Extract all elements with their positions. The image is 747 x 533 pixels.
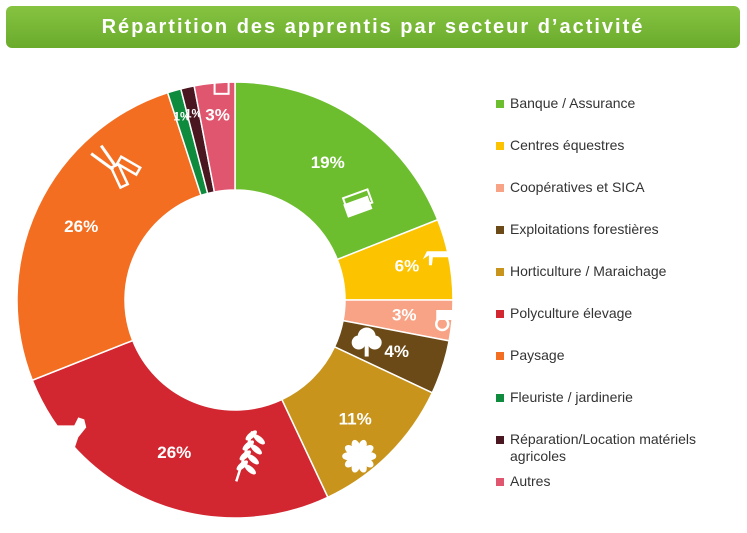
- legend-label: Autres: [510, 473, 551, 489]
- legend-swatch: [496, 100, 504, 108]
- legend-label: Coopératives et SICA: [510, 179, 645, 195]
- legend-label: Polyculture élevage: [510, 305, 633, 321]
- legend-item: Autres: [496, 473, 550, 490]
- legend-item: Coopératives et SICA: [496, 179, 645, 196]
- legend-swatch: [496, 184, 504, 192]
- legend-label: Fleuriste / jardinerie: [510, 389, 633, 405]
- slice-label-3: 4%: [384, 342, 409, 361]
- slice-0: [234, 81, 439, 261]
- tree-icon: [351, 327, 382, 357]
- legend-label: Horticulture / Maraichage: [510, 263, 667, 279]
- slice-label-5: 26%: [157, 443, 191, 462]
- slice-label-1: 6%: [395, 257, 420, 276]
- legend-swatch: [496, 142, 504, 150]
- chart-title: Répartition des apprentis par secteur d’…: [101, 15, 645, 38]
- legend-item: Exploitations forestières: [496, 221, 659, 238]
- cow-wheat-icon: [38, 417, 265, 482]
- legend-item: Polyculture élevage: [496, 305, 632, 322]
- slice-label-9: 3%: [205, 105, 230, 124]
- slice-label-6: 26%: [64, 217, 98, 236]
- legend-item: Paysage: [496, 347, 564, 364]
- horse-icon: [422, 239, 461, 266]
- legend-label: Réparation/Location matériels agricoles: [510, 431, 696, 464]
- slice-label-0: 19%: [311, 153, 345, 172]
- trash-can-icon: [211, 71, 232, 95]
- legend-item: Banque / Assurance: [496, 95, 635, 112]
- legend-swatch: [496, 226, 504, 234]
- tractor-icon: [434, 309, 464, 332]
- legend-label: Banque / Assurance: [510, 95, 636, 111]
- title-banner: Répartition des apprentis par secteur d’…: [6, 6, 740, 48]
- flower-icon: [342, 439, 377, 473]
- slice-9: [193, 81, 236, 193]
- legend-swatch: [496, 268, 504, 276]
- slice-label-4: 11%: [339, 410, 372, 429]
- legend-swatch: [496, 478, 504, 486]
- legend-swatch: [496, 352, 504, 360]
- legend-item: Réparation/Location matériels agricoles: [496, 431, 741, 465]
- money-stack-icon: [341, 188, 374, 218]
- legend-item: Fleuriste / jardinerie: [496, 389, 633, 406]
- legend-swatch: [496, 394, 504, 402]
- slice-6: [16, 91, 202, 382]
- slice-label-2: 3%: [392, 305, 417, 324]
- legend-label: Centres équestres: [510, 137, 625, 153]
- pruning-shears-icon: [90, 144, 142, 190]
- legend-swatch: [496, 436, 504, 444]
- legend-swatch: [496, 310, 504, 318]
- legend-item: Horticulture / Maraichage: [496, 263, 666, 280]
- legend-item: Centres équestres: [496, 137, 624, 154]
- legend-label: Paysage: [510, 347, 565, 363]
- legend-label: Exploitations forestières: [510, 221, 659, 237]
